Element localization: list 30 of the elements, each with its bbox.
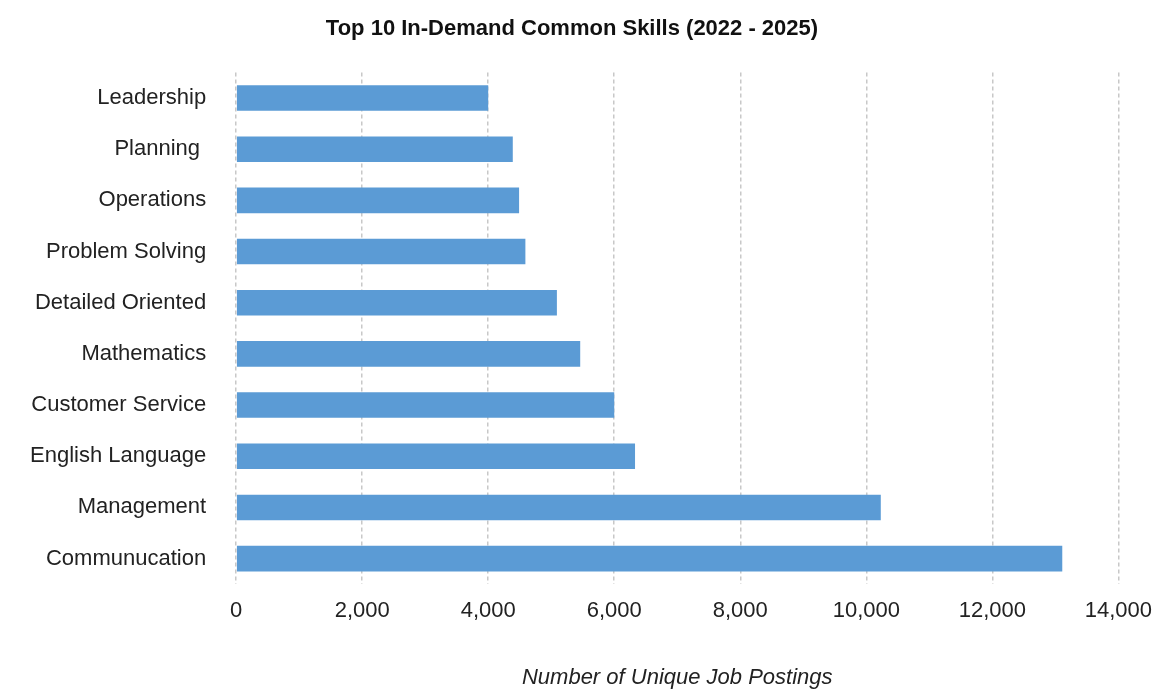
bar	[236, 341, 581, 367]
chart-title: Top 10 In-Demand Common Skills (2022 - 2025)	[325, 15, 819, 41]
bar	[236, 494, 881, 521]
y-tick-label: Management	[77, 493, 207, 519]
bar	[236, 187, 520, 214]
bar	[236, 238, 526, 265]
y-tick-label: Operations	[98, 186, 207, 212]
y-tick-label: Problem Solving	[45, 237, 207, 263]
y-tick-label: Customer Service	[31, 391, 207, 417]
y-tick-label: Planning	[114, 135, 207, 161]
y-tick-label: Detailed Oriented	[34, 288, 207, 314]
bar	[236, 545, 1063, 572]
bar	[236, 392, 615, 418]
bar	[236, 289, 557, 316]
y-tick-label: Mathematics	[81, 339, 207, 365]
bar	[236, 85, 489, 111]
x-tick-label: 2,000	[334, 597, 390, 623]
y-tick-label: Communucation	[45, 544, 207, 570]
y-tick-label: Leadership	[97, 84, 207, 110]
x-tick-label: 12,000	[958, 597, 1026, 623]
x-tick-label: 8,000	[712, 597, 768, 623]
x-tick-label: 6,000	[586, 597, 642, 623]
x-tick-label: 10,000	[832, 597, 900, 623]
x-tick-label: 4,000	[460, 597, 516, 623]
x-tick-label: 0	[230, 597, 243, 623]
x-axis-title: Number of Unique Job Postings	[521, 663, 833, 689]
x-tick-label: 14,000	[1084, 597, 1152, 623]
bar	[236, 443, 636, 470]
y-tick-label: English Language	[29, 442, 207, 468]
bar	[236, 136, 513, 162]
